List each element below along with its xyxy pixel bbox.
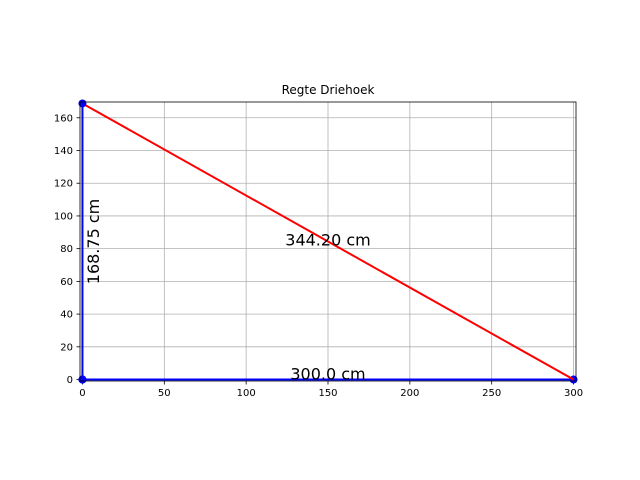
y-tick-label: 0 — [67, 375, 73, 386]
plot-area-frame — [79, 101, 577, 382]
x-tick-label: 100 — [237, 388, 256, 399]
series-marker — [78, 375, 87, 384]
y-tick-label: 40 — [60, 310, 73, 321]
y-tick-label: 140 — [54, 146, 73, 157]
x-tick-label: 50 — [158, 388, 171, 399]
series-lines — [78, 99, 578, 384]
x-tick-label: 250 — [482, 388, 501, 399]
y-tick-label: 100 — [54, 211, 73, 222]
x-tick-label: 200 — [400, 388, 419, 399]
x-tick-label: 300 — [564, 388, 583, 399]
y-tick-label: 120 — [54, 179, 73, 190]
grid — [80, 102, 576, 381]
series-marker — [78, 99, 87, 108]
y-tick-label: 60 — [60, 277, 73, 288]
annotation-label: 300.0 cm — [290, 365, 365, 384]
annotation-label: 168.75 cm — [84, 199, 103, 284]
axis-ticks: 0 50 100 150 200 250 300 0 20 40 60 80 100 120 140 160 — [54, 113, 583, 399]
y-tick-label: 20 — [60, 342, 73, 353]
x-tick-label: 150 — [318, 388, 337, 399]
annotations: 300.0 cm 344.20 cm 168.75 cm — [84, 199, 371, 384]
y-tick-label: 80 — [60, 244, 73, 255]
series-line — [81, 102, 575, 381]
annotation-label: 344.20 cm — [285, 231, 370, 250]
x-tick-label: 0 — [79, 388, 85, 399]
chart-title: Regte Driehoek — [282, 83, 375, 97]
y-tick-label: 160 — [54, 113, 73, 124]
